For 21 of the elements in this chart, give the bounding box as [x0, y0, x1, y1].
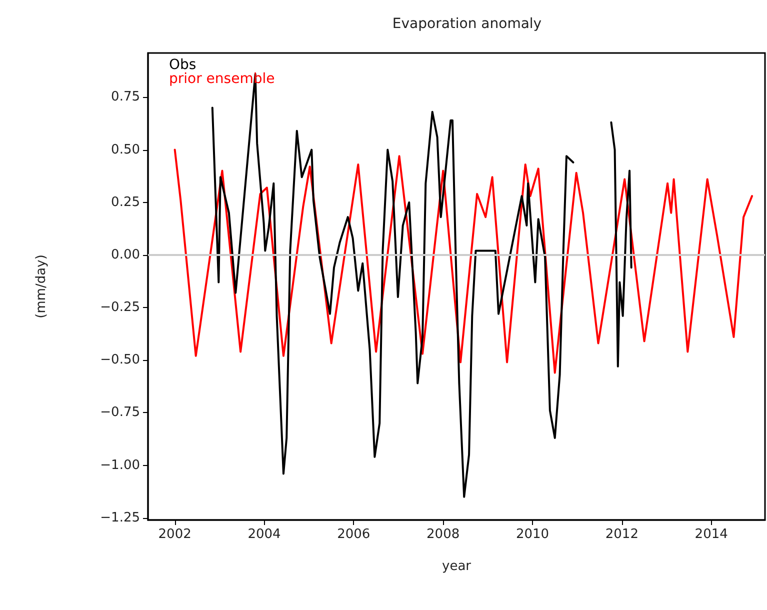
- y-axis-title: (mm/day): [34, 254, 49, 318]
- text: Obs: [169, 57, 196, 73]
- x-tick-label: 2008: [426, 527, 460, 542]
- y-tick-label: −1.00: [100, 458, 140, 473]
- y-tick-label: −0.25: [100, 300, 140, 316]
- y-tick-label: 0.75: [111, 90, 140, 105]
- y-tick-label: 0.25: [111, 194, 140, 210]
- line-series: [174, 148, 754, 374]
- x-tick-label: 2004: [248, 527, 281, 542]
- x-axis-title: year: [442, 559, 472, 574]
- y-tick-label: −0.75: [100, 405, 140, 420]
- y-tick-label: −0.50: [100, 352, 140, 368]
- x-tick-label: 2014: [694, 527, 728, 542]
- x-tick-label: 2006: [337, 527, 370, 542]
- y-tick-label: 0.00: [111, 247, 140, 262]
- x-tick-label: 2002: [158, 527, 192, 542]
- x-tick-label: 2010: [516, 527, 550, 542]
- chart-title: Evaporation anomaly: [392, 16, 542, 32]
- y-tick-label: −1.25: [100, 510, 140, 526]
- x-tick-label: 2012: [605, 527, 638, 542]
- y-tick-label: 0.50: [111, 142, 140, 158]
